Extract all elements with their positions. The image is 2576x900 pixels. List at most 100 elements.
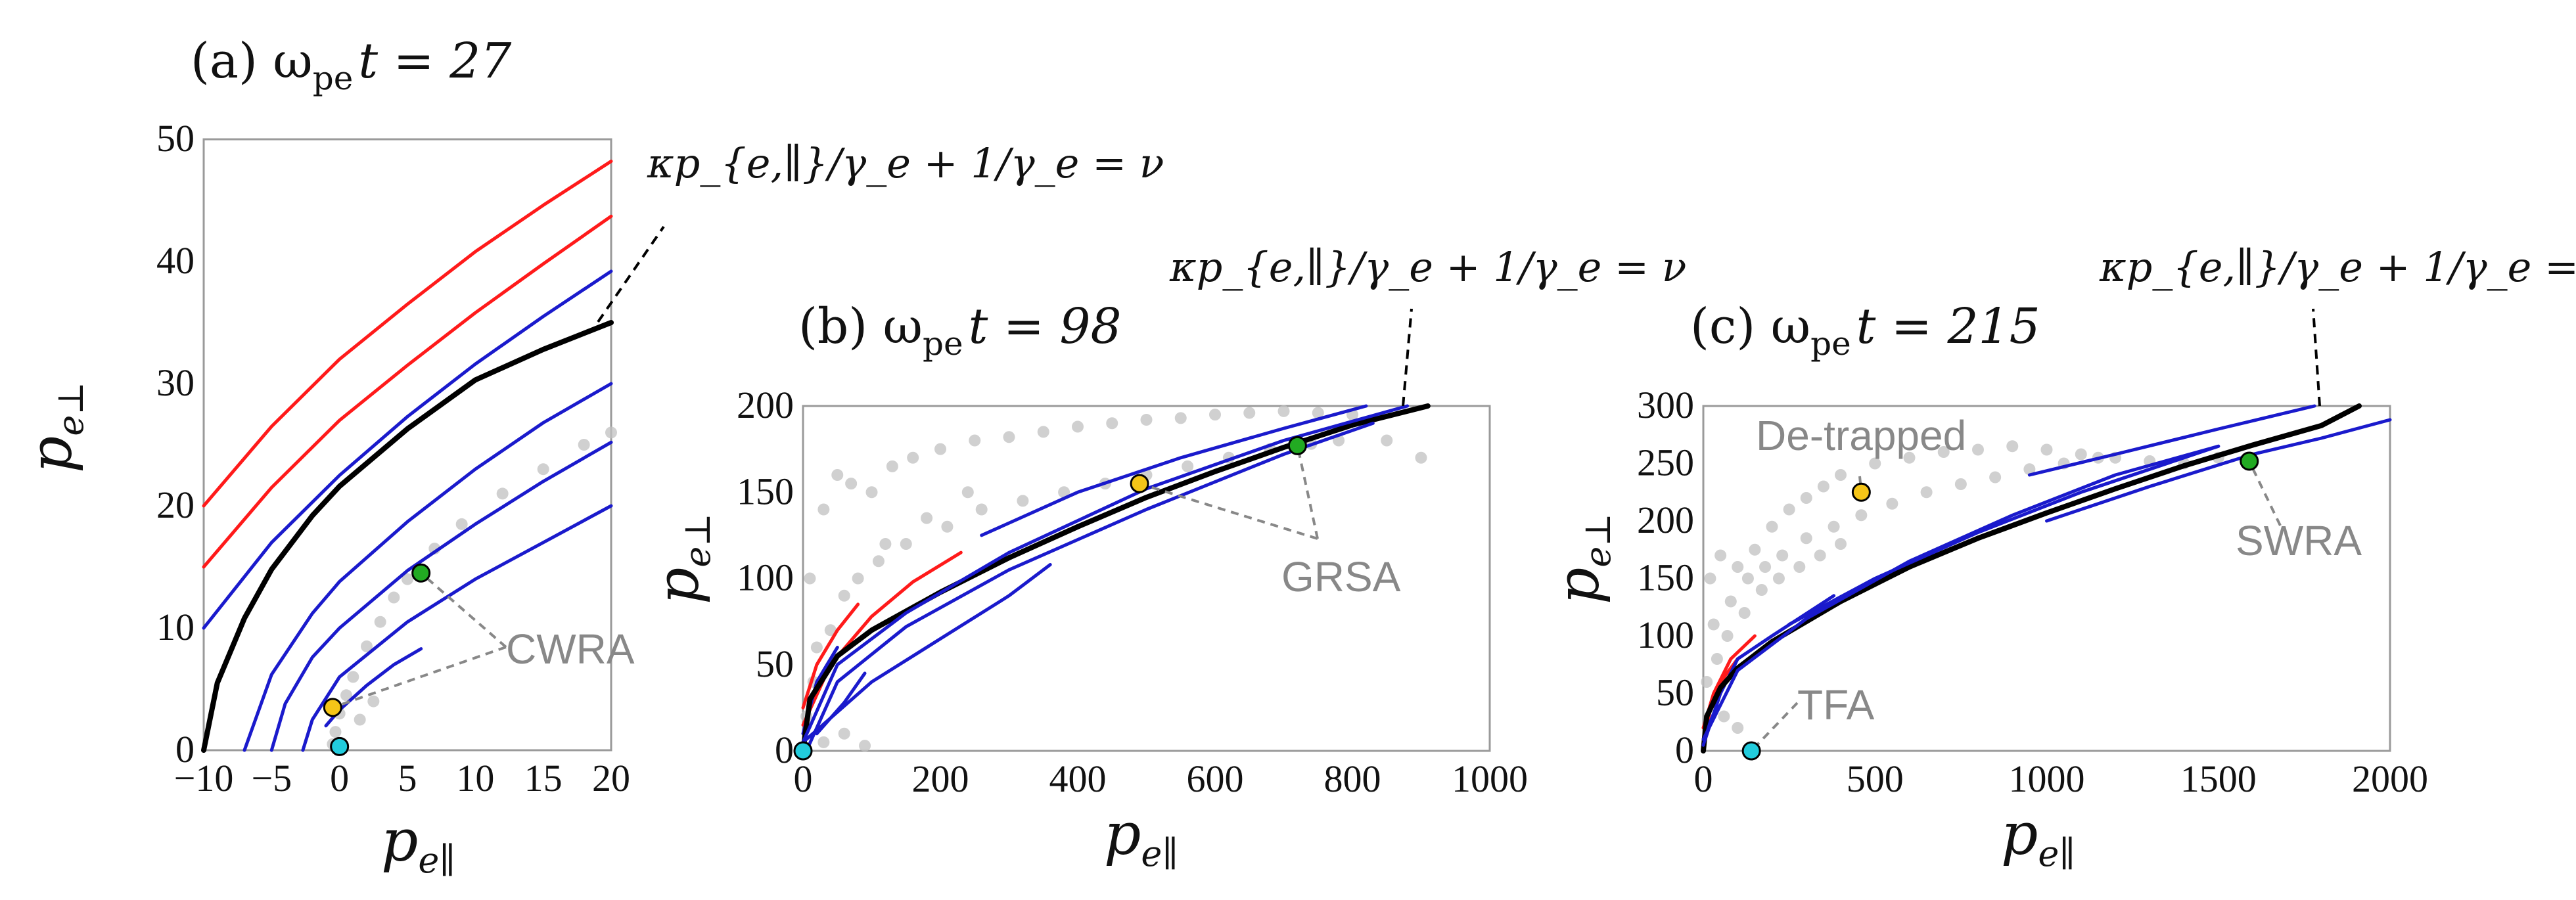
panel-a-y-tick-label: 40 [156,239,195,282]
panel-a-annotation-leader [332,646,507,709]
panel-a-x-tick-label: −10 [174,757,234,799]
panel-a-particle [354,713,366,726]
panel-b-particle [879,538,892,550]
panel-b-particle [961,486,974,499]
panel-c-particle [1903,451,1916,464]
panel-b-particle [838,589,850,602]
panel-b-equation: κp_{e,∥}/γ_e + 1/γ_e = ν [1169,243,1686,291]
panel-b-particle [872,555,885,568]
panel-c-title: (c) ωpe t = 215 [1690,298,2040,363]
panel-c-particle [1772,572,1785,585]
panel-c-particle [1828,520,1840,533]
panel-a-line-blue-3 [269,440,613,752]
panel-a-particle [340,689,352,702]
panel-b-particle [859,740,871,752]
panel-b-particle [817,736,830,748]
panel-b-particle [934,443,946,455]
panel-b-particle [1381,434,1393,447]
panel-c-marker-green [2240,451,2259,471]
panel-b-particle [831,469,844,481]
panel-a-particle [537,463,549,476]
panel-b-particle [1182,460,1194,472]
panel-c-y-tick-label: 0 [1675,729,1694,771]
panel-c-particle [1704,572,1716,585]
panel-c-particle [1732,561,1744,573]
panel-c-x-tick-label: 1500 [2180,757,2257,800]
panel-a-y-tick-label: 0 [175,728,195,771]
panel-b-plot-frame [802,405,1491,752]
panel-b-particle [921,512,933,524]
panel-c-line-blue-6 [1701,703,1719,747]
panel-b-line-blue-2 [801,404,1410,744]
panel-b-y-axis-label: pe⊥ [644,513,718,604]
panel-b-particle [975,503,988,516]
panel-a-marker-cyan [330,736,350,756]
panel-b-particle [1209,409,1221,421]
panel-a-x-tick-label: 5 [398,757,417,799]
panel-c-particle [1738,607,1751,619]
panel-a-line-red-2 [202,214,613,569]
panel-a-particle [329,726,342,738]
panel-b-x-axis-label: pe∥ [1104,800,1178,874]
panel-b-line-blue-4 [801,563,1052,744]
panel-c-particle [1972,443,1984,456]
panel-b-annotation-leader [1139,482,1318,540]
panel-c-y-axis-label: pe⊥ [1544,513,1619,604]
panel-a-y-tick-label: 50 [156,117,195,160]
panel-c-x-axis-label: pe∥ [2001,800,2075,874]
panel-b-x-tick-label: 400 [1049,757,1107,800]
panel-a-line-blue-1 [202,269,613,630]
panel-c-y-tick-label: 150 [1637,556,1694,599]
panel-c-particle [1714,549,1727,562]
panel-b-x-tick-label: 600 [1187,757,1244,800]
panel-b-x-tick-label: 1000 [1452,757,1528,800]
panel-c-particle [1937,446,1950,458]
panel-a-line-resonance [201,320,614,753]
panel-c-particle [1741,572,1754,585]
panel-c-x-tick-label: 500 [1847,757,1904,800]
panel-b-particle [817,503,830,516]
panel-c-particle [1724,595,1737,608]
panel-b-particle [1415,451,1427,464]
panel-c-particle [1855,509,1868,522]
panel-a-particle [402,573,413,585]
panel-c-particle [1835,538,1847,550]
panel-c-line-resonance [1701,403,2362,754]
panel-b-particle [1312,407,1324,419]
panel-b-marker-yellow [1130,474,1149,493]
panel-a-particle [361,640,373,652]
panel-c-x-tick-label: 0 [1694,757,1713,800]
panel-b-y-tick-label: 50 [756,642,794,685]
panel-b-line-blue-3 [804,421,1375,753]
panel-c-particle [1869,457,1881,470]
panel-b-y-tick-label: 0 [775,729,794,771]
panel-c-particle [2040,443,2053,456]
panel-a-marker-yellow [323,698,342,717]
panel-b-particle [852,572,864,585]
panel-c-particle [1800,492,1812,504]
panel-c-particle [1718,710,1730,723]
panel-a-y-tick-label: 10 [156,606,195,648]
panel-c-particle [1835,469,1847,481]
panel-c-line-blue-5 [2045,418,2392,523]
panel-b-x-tick-label: 200 [912,757,969,800]
panel-b-particle [810,641,823,654]
panel-c-particle [1800,532,1812,545]
panel-c-particle [1759,561,1772,573]
panel-c-y-tick-label: 300 [1637,384,1694,426]
panel-b-particle [886,460,898,472]
panel-b-line-red-1 [801,602,860,709]
panel-c-particle [1749,543,1761,556]
panel-c-annotation-tfa: TFA [1797,681,1875,729]
panel-a-particle [455,518,468,530]
panel-c-y-tick-label: 100 [1637,614,1694,656]
panel-b: (b) ωpe t = 98 κp_{e,∥}/γ_e + 1/γ_e = ν 0… [644,243,1686,874]
panel-c-x-tick-label: 2000 [2352,757,2428,800]
panel-b-y-ticks: 0 50 100 150 200 [737,384,794,771]
panel-c: (c) ωpe t = 215 κp_{e,∥}/γ_e + 1/γ_e = ν … [1544,243,2576,874]
panel-b-particle [845,478,858,490]
panel-a-particle [347,671,359,683]
panel-a-title: (a) ωpe t = 27 [191,33,511,97]
panel-c-particle [1954,478,1967,490]
